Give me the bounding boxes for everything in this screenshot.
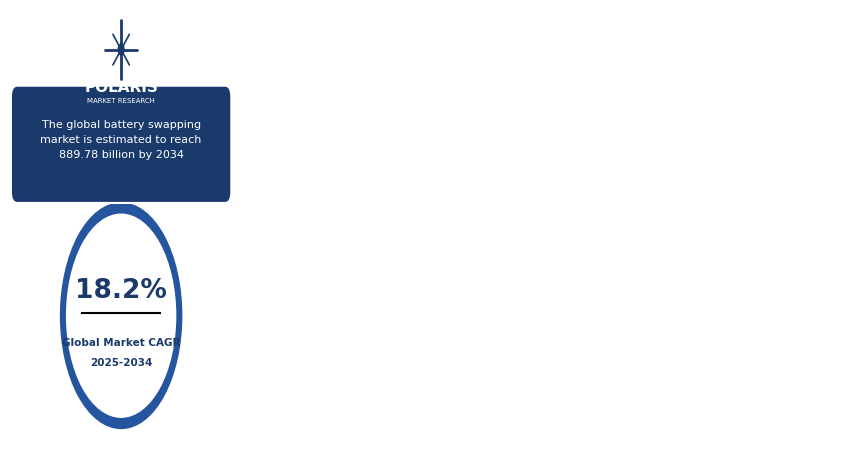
Bar [575, 293, 600, 313]
Bar [809, 74, 835, 84]
Bar [692, 224, 717, 259]
Circle shape [103, 16, 139, 83]
Text: Battery Swapping Market: Battery Swapping Market [260, 12, 518, 30]
Point [729, 406, 743, 413]
Bar [496, 323, 522, 337]
Point [377, 406, 390, 413]
Point [255, 406, 269, 413]
Bar [731, 234, 756, 287]
Bar [731, 170, 756, 177]
Bar [379, 371, 405, 373]
Bar [418, 367, 444, 392]
Bar [457, 346, 483, 363]
Bar [653, 250, 678, 279]
Bar [770, 204, 796, 268]
Bar [614, 265, 639, 273]
Bar [536, 348, 561, 392]
Bar [418, 341, 444, 344]
Bar [770, 154, 796, 204]
Bar [301, 382, 326, 384]
Bar [731, 177, 756, 192]
Bar [496, 318, 522, 323]
Text: Source: www.polarismarketresearch.com: Source: www.polarismarketresearch.com [49, 437, 193, 443]
Text: Size, By Region, 2020 - 2034 (USD Billion): Size, By Region, 2020 - 2034 (USD Billio… [260, 44, 479, 54]
Bar [262, 385, 287, 386]
Bar [340, 377, 366, 378]
Text: Europe: Europe [394, 404, 428, 414]
Text: 18.2%: 18.2% [75, 278, 167, 304]
Bar [457, 329, 483, 331]
Bar [457, 331, 483, 335]
Text: Note: The images shown are for illustration purposes only and may not be an exac: Note: The images shown are for illustrat… [248, 433, 675, 442]
Bar [575, 340, 600, 392]
Bar [496, 356, 522, 392]
Bar [614, 298, 639, 331]
Bar [536, 300, 561, 303]
Bar [575, 282, 600, 286]
Text: North America: North America [273, 404, 343, 414]
Bar [536, 303, 561, 308]
Bar [418, 354, 444, 367]
Text: Middle East & Africa: Middle East & Africa [625, 404, 723, 414]
Bar [731, 287, 756, 392]
Bar [692, 304, 717, 392]
Bar [614, 261, 639, 265]
Point [608, 406, 621, 413]
Bar [418, 340, 444, 341]
Bar [262, 384, 287, 385]
Bar [379, 373, 405, 374]
Bar [770, 137, 796, 154]
Text: Asia Pacific: Asia Pacific [510, 404, 564, 414]
Bar [575, 286, 600, 293]
Text: POLARIS: POLARIS [84, 80, 158, 96]
Bar [536, 308, 561, 326]
Bar [770, 268, 796, 392]
Bar [731, 192, 756, 234]
Bar [379, 377, 405, 382]
Bar [340, 378, 366, 379]
Bar [496, 337, 522, 356]
Circle shape [118, 44, 124, 55]
Bar [770, 128, 796, 137]
Bar [809, 84, 835, 106]
FancyBboxPatch shape [11, 86, 231, 203]
Bar [301, 384, 326, 387]
Circle shape [60, 203, 182, 428]
Text: MARKET RESEARCH: MARKET RESEARCH [88, 98, 155, 105]
Bar [262, 386, 287, 388]
Text: 167.51: 167.51 [408, 320, 454, 333]
Bar [340, 382, 366, 385]
Circle shape [66, 214, 176, 417]
Bar [614, 273, 639, 298]
Bar [692, 212, 717, 224]
Text: Latin America: Latin America [746, 404, 814, 414]
Bar [457, 335, 483, 346]
Bar [614, 331, 639, 392]
Bar [340, 379, 366, 382]
Point [492, 406, 506, 413]
Text: 2025-2034: 2025-2034 [90, 358, 152, 368]
Bar [301, 381, 326, 382]
Bar [653, 240, 678, 250]
Bar [496, 316, 522, 318]
Bar [379, 374, 405, 377]
Bar [379, 382, 405, 392]
Bar [809, 243, 835, 392]
Bar [301, 387, 326, 392]
Bar [653, 318, 678, 392]
Text: Global Market CAGR: Global Market CAGR [62, 338, 180, 348]
Bar [809, 106, 835, 166]
Bar [418, 344, 444, 354]
Bar [692, 259, 717, 304]
Bar [340, 385, 366, 392]
Bar [536, 326, 561, 348]
Bar [809, 166, 835, 243]
Bar [653, 279, 678, 318]
Bar [575, 313, 600, 340]
Bar [262, 388, 287, 392]
Bar [457, 363, 483, 392]
Text: The global battery swapping
market is estimated to reach
889.78 billion by 2034: The global battery swapping market is es… [41, 120, 201, 160]
Bar [692, 206, 717, 212]
Bar [653, 235, 678, 240]
